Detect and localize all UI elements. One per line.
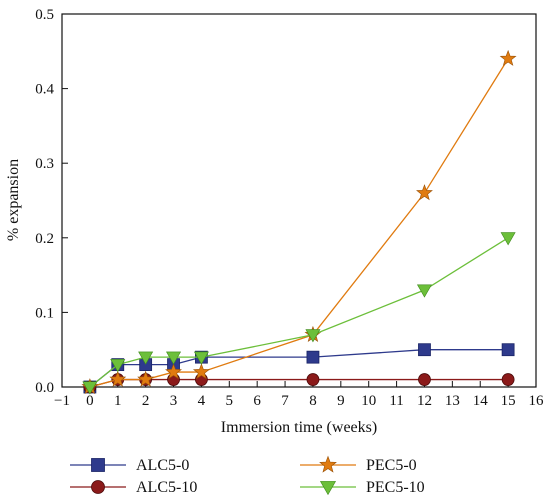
x-tick-label: 5 — [226, 393, 234, 409]
data-point — [306, 350, 320, 364]
data-point — [418, 373, 431, 386]
data-point — [109, 370, 127, 387]
data-point — [306, 373, 320, 386]
legend-marker — [319, 455, 337, 473]
x-tick-label: 1 — [114, 393, 122, 409]
x-tick-label: 16 — [529, 393, 545, 409]
y-tick-label: 0.5 — [35, 7, 54, 23]
y-tick-label: 0.4 — [35, 82, 54, 98]
legend-label: ALC5-0 — [136, 457, 189, 474]
data-point — [193, 351, 209, 365]
x-tick-label: 3 — [170, 393, 178, 409]
legend-label: PEC5-10 — [366, 479, 425, 496]
data-point — [137, 370, 155, 387]
data-point — [418, 343, 431, 357]
x-tick-label: 11 — [389, 393, 403, 409]
data-point — [305, 329, 321, 343]
legend-item: PEC5-0 — [300, 455, 417, 474]
data-point — [110, 359, 126, 373]
x-tick-label: 12 — [417, 393, 432, 409]
legend-label: ALC5-10 — [136, 479, 197, 496]
data-point — [192, 363, 210, 380]
legend-item: ALC5-0 — [70, 457, 189, 474]
series-line — [89, 378, 509, 388]
data-point — [82, 381, 98, 395]
series-pec5-0 — [81, 49, 517, 395]
data-point — [501, 373, 515, 386]
y-tick-label: 0.3 — [35, 156, 54, 172]
x-tick-label: 13 — [445, 393, 460, 409]
x-axis-title: Immersion time (weeks) — [221, 419, 377, 436]
series-line — [89, 349, 509, 388]
data-point — [138, 351, 154, 365]
legend-label: PEC5-0 — [366, 457, 417, 474]
x-tick-label: 14 — [473, 393, 489, 409]
data-point — [416, 184, 433, 201]
series-alc5-0 — [83, 343, 515, 394]
x-tick-label: 8 — [309, 393, 317, 409]
x-tick-label: −1 — [54, 393, 70, 409]
legend-item: ALC5-10 — [70, 479, 197, 496]
x-tick-label: 10 — [361, 393, 376, 409]
x-tick-label: 2 — [142, 393, 150, 409]
data-point — [500, 232, 516, 246]
legend-marker — [91, 480, 105, 494]
data-point — [166, 351, 182, 365]
x-tick-label: 6 — [253, 393, 261, 409]
data-point — [499, 49, 517, 66]
y-tick-label: 0.2 — [35, 231, 54, 247]
x-tick-label: 4 — [198, 393, 206, 409]
legend-marker — [319, 481, 337, 496]
y-tick-label: 0.1 — [35, 305, 54, 321]
data-point — [416, 284, 432, 298]
y-axis-title: % expansion — [5, 159, 22, 241]
x-tick-label: 7 — [281, 393, 289, 409]
x-tick-label: 9 — [337, 393, 345, 409]
legend-marker — [91, 458, 105, 472]
data-point — [501, 343, 515, 357]
data-point — [165, 363, 182, 380]
x-tick-label: 15 — [501, 393, 516, 409]
y-tick-label: 0.0 — [35, 380, 54, 396]
plot-frame — [61, 13, 537, 388]
legend-item: PEC5-10 — [300, 479, 425, 496]
legend: ALC5-0 ALC5-10 PEC5-0 PEC5-10 — [70, 455, 425, 496]
series-pec5-10 — [82, 232, 516, 395]
x-tick-label: 0 — [86, 393, 94, 409]
